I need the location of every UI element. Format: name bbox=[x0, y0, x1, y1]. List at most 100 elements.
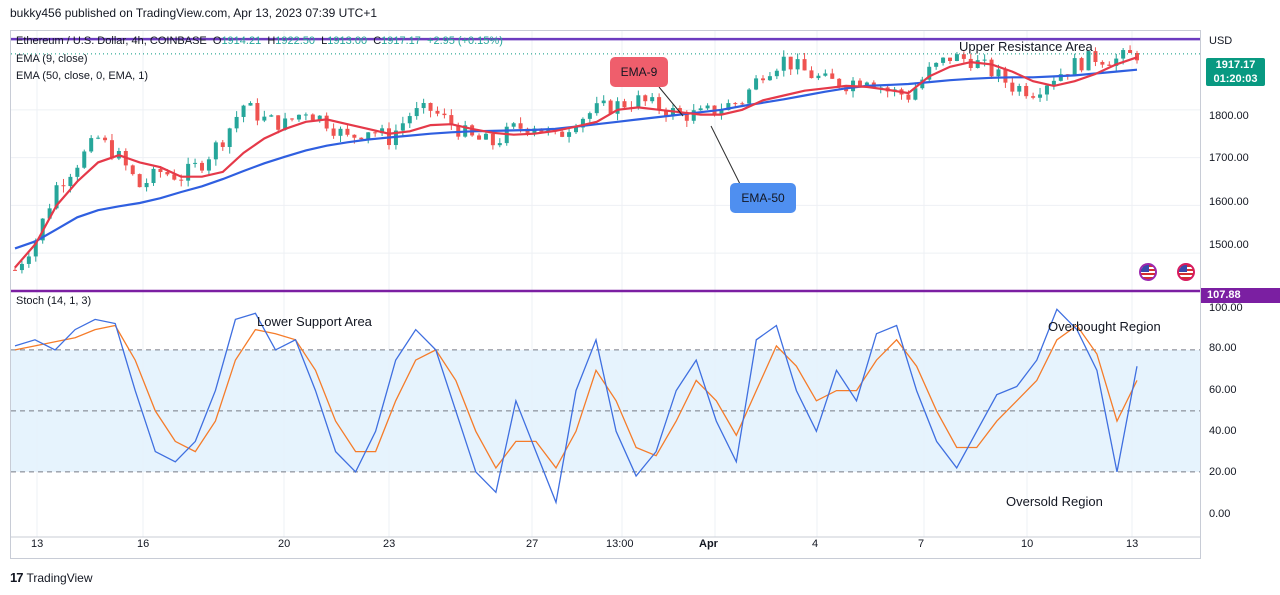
candle-body bbox=[331, 128, 336, 136]
candle-body bbox=[587, 113, 592, 119]
candle-body bbox=[213, 142, 218, 160]
candle-body bbox=[816, 75, 821, 79]
candle-body bbox=[483, 133, 488, 140]
candle-body bbox=[26, 256, 31, 264]
candle-body bbox=[130, 165, 135, 175]
ema50-badge: EMA-50 bbox=[730, 183, 796, 213]
candle-body bbox=[109, 140, 114, 159]
candle-body bbox=[733, 103, 738, 105]
candle-body bbox=[442, 113, 447, 116]
candle-body bbox=[857, 80, 862, 86]
candle-body bbox=[477, 135, 482, 140]
time-tick: 27 bbox=[526, 538, 539, 550]
ema50-legend[interactable]: EMA (50, close, 0, EMA, 1) bbox=[16, 70, 149, 82]
candle-body bbox=[366, 132, 371, 140]
events-icon[interactable] bbox=[1139, 263, 1157, 281]
close-label: C bbox=[373, 35, 382, 47]
stoch-legend[interactable]: Stoch (14, 1, 3) bbox=[16, 295, 92, 307]
high-value: 1922.50 bbox=[275, 35, 316, 47]
candle-body bbox=[664, 110, 669, 117]
brand-label: TradingView bbox=[26, 570, 93, 585]
bar-countdown: 01:20:03 bbox=[1213, 73, 1258, 85]
oversold-label: Oversold Region bbox=[1006, 494, 1103, 509]
candle-body bbox=[172, 174, 177, 180]
candle-body bbox=[830, 73, 835, 79]
candle-body bbox=[234, 116, 239, 129]
candle-body bbox=[241, 105, 246, 117]
candle-body bbox=[560, 131, 565, 137]
price-axis[interactable]: USD 1917.17 01:20:03 1800.00 1700.00 160… bbox=[1201, 30, 1280, 559]
candle-body bbox=[255, 103, 260, 121]
tradingview-logo-icon: 17 bbox=[10, 570, 24, 585]
candle-body bbox=[601, 100, 606, 104]
change-value: +2.95 (+0.15%) bbox=[427, 35, 503, 47]
candle-body bbox=[220, 142, 225, 147]
candle-body bbox=[1107, 64, 1112, 66]
candle-body bbox=[75, 167, 80, 177]
candle-body bbox=[303, 114, 308, 116]
ema50-pointer bbox=[710, 125, 742, 187]
candle-body bbox=[227, 128, 232, 147]
candle-body bbox=[608, 100, 613, 114]
candle-body bbox=[643, 95, 648, 102]
candle-body bbox=[677, 108, 682, 113]
time-tick: 7 bbox=[918, 538, 925, 550]
currency-label: USD bbox=[1209, 35, 1233, 47]
us-flag-icon[interactable] bbox=[1177, 263, 1195, 281]
candle-body bbox=[740, 103, 745, 105]
candle-body bbox=[428, 102, 433, 111]
candle-body bbox=[511, 123, 516, 127]
candle-body bbox=[761, 78, 765, 81]
time-tick: 13 bbox=[1126, 538, 1139, 550]
candle-body bbox=[705, 105, 710, 109]
candle-body bbox=[615, 101, 620, 114]
candle-body bbox=[352, 134, 357, 138]
candle-body bbox=[802, 59, 807, 71]
candle-body bbox=[1100, 61, 1105, 65]
candle-body bbox=[636, 95, 641, 108]
low-label: L bbox=[321, 35, 328, 47]
ema9-legend[interactable]: EMA (9, close) bbox=[16, 53, 88, 65]
candle-body bbox=[193, 162, 198, 164]
candle-body bbox=[781, 56, 786, 71]
candle-body bbox=[1093, 51, 1098, 62]
candle-body bbox=[248, 103, 253, 106]
price-tick: 1800.00 bbox=[1209, 110, 1249, 122]
last-price: 1917.17 bbox=[1215, 59, 1256, 71]
stoch-value-tag: 107.88 bbox=[1201, 288, 1280, 303]
candle-body bbox=[82, 151, 87, 168]
candle-body bbox=[1038, 94, 1043, 98]
ema9-pointer bbox=[658, 86, 684, 117]
candle-body bbox=[574, 127, 578, 133]
time-tick: 4 bbox=[812, 538, 819, 550]
candle-body bbox=[338, 128, 343, 136]
ema50-line bbox=[14, 68, 1138, 250]
chart-canvas[interactable] bbox=[11, 31, 1200, 558]
candle-body bbox=[19, 263, 24, 271]
candle-body bbox=[1031, 96, 1036, 98]
high-label: H bbox=[267, 35, 276, 47]
stoch-k-line bbox=[14, 308, 1138, 505]
candle-body bbox=[137, 174, 142, 188]
legend-symbol: Ethereum / U.S. Dollar, 4h, COINBASE bbox=[16, 35, 207, 47]
candle-body bbox=[1003, 69, 1008, 83]
candle-body bbox=[913, 88, 918, 100]
candle-body bbox=[684, 112, 689, 121]
candle-body bbox=[975, 60, 980, 68]
candle-body bbox=[200, 162, 204, 171]
time-tick: 13:00 bbox=[606, 538, 634, 550]
candle-body bbox=[151, 168, 156, 184]
candle-body bbox=[1017, 85, 1022, 92]
candle-body bbox=[1135, 52, 1139, 61]
candle-body bbox=[767, 76, 772, 81]
candle-body bbox=[96, 137, 101, 139]
tradingview-logo[interactable]: 17 TradingView bbox=[10, 570, 93, 585]
candle-body bbox=[546, 129, 551, 132]
candle-body bbox=[407, 116, 412, 124]
price-tick: 1600.00 bbox=[1209, 196, 1249, 208]
candle-body bbox=[567, 132, 572, 137]
candle-body bbox=[726, 103, 731, 111]
candle-body bbox=[490, 133, 495, 146]
candle-body bbox=[580, 118, 585, 128]
candle-body bbox=[1051, 80, 1056, 86]
